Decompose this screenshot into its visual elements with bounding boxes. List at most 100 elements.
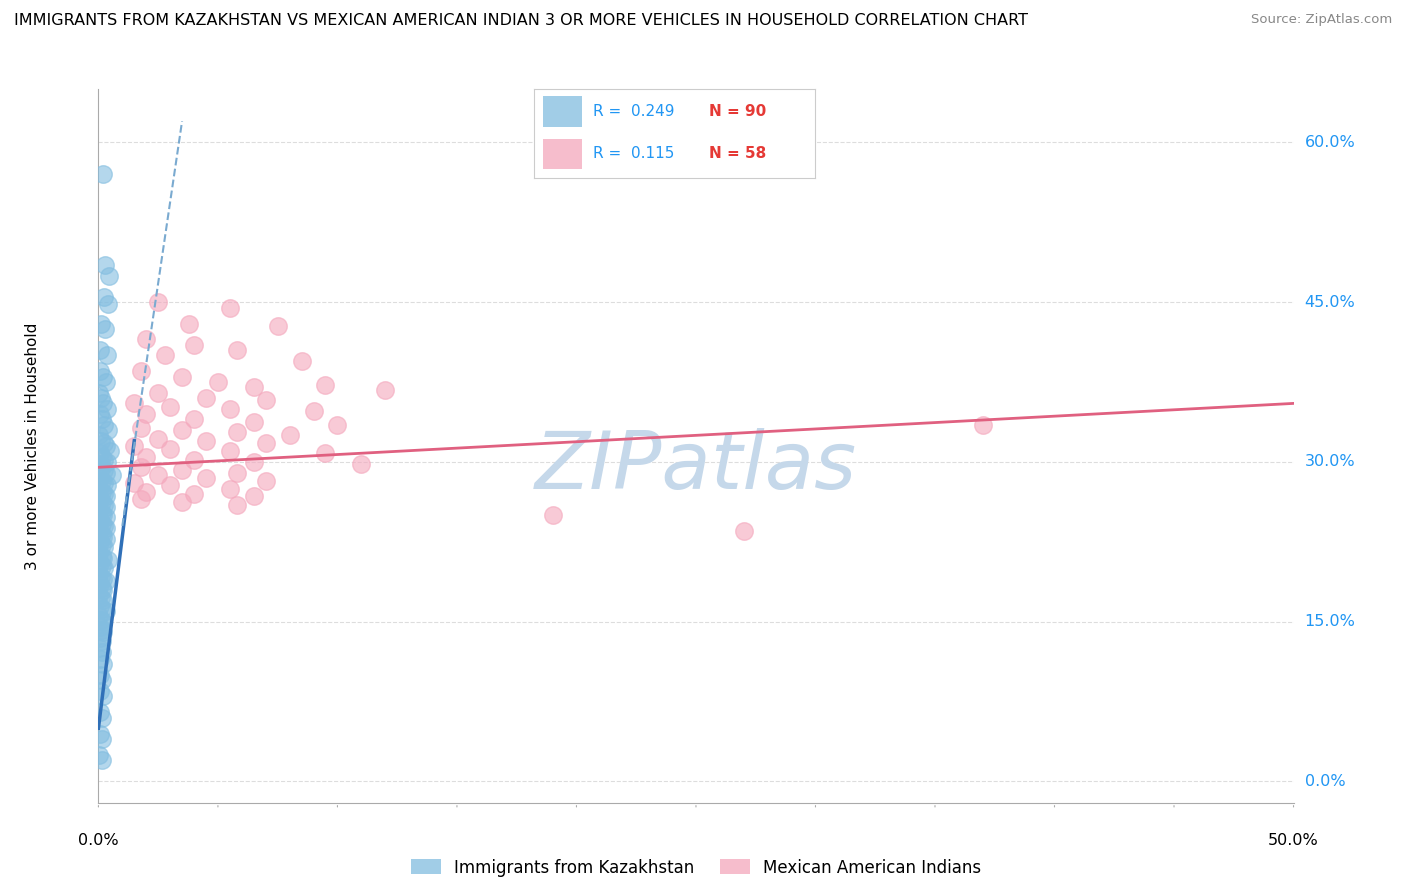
Point	[89, 588, 111, 602]
Point	[90, 602, 112, 616]
Point	[94, 375, 117, 389]
Point	[93, 561, 115, 575]
Point	[91, 450, 114, 464]
Point	[94, 604, 117, 618]
Point	[93, 540, 115, 554]
Point	[94, 521, 117, 535]
Point	[733, 524, 755, 539]
Point	[148, 432, 170, 446]
Point	[100, 467, 122, 482]
Point	[90, 538, 112, 552]
Point	[91, 369, 114, 384]
Point	[90, 506, 112, 520]
Point	[124, 439, 146, 453]
Point	[89, 668, 111, 682]
Point	[90, 644, 112, 658]
Point	[131, 460, 153, 475]
Point	[89, 482, 111, 496]
Point	[131, 364, 153, 378]
Point	[90, 527, 112, 541]
Point	[278, 428, 301, 442]
Text: 0.0%: 0.0%	[1305, 774, 1346, 789]
Point	[90, 710, 112, 724]
Point	[172, 369, 194, 384]
Point	[93, 519, 115, 533]
Point	[226, 425, 249, 439]
Point	[226, 466, 249, 480]
Point	[96, 401, 118, 416]
Point	[155, 349, 177, 363]
Text: IMMIGRANTS FROM KAZAKHSTAN VS MEXICAN AMERICAN INDIAN 3 OR MORE VEHICLES IN HOUS: IMMIGRANTS FROM KAZAKHSTAN VS MEXICAN AM…	[14, 13, 1028, 29]
Point	[89, 446, 111, 460]
Point	[94, 532, 117, 546]
Point	[89, 641, 111, 656]
Point	[94, 574, 117, 589]
Point	[96, 478, 118, 492]
Point	[89, 631, 111, 645]
Point	[226, 498, 249, 512]
Point	[183, 487, 205, 501]
Point	[183, 338, 205, 352]
Bar	[543, 139, 582, 169]
Point	[90, 460, 112, 475]
Point	[302, 404, 325, 418]
Point	[194, 391, 217, 405]
Point	[93, 550, 115, 565]
Point	[94, 322, 117, 336]
Text: 60.0%: 60.0%	[1305, 135, 1355, 150]
Point	[90, 559, 112, 574]
Point	[91, 731, 114, 746]
Text: 3 or more Vehicles in Household: 3 or more Vehicles in Household	[25, 322, 41, 570]
Point	[374, 383, 396, 397]
Point	[219, 401, 242, 416]
Point	[89, 566, 111, 581]
Point	[90, 570, 112, 584]
Point	[94, 489, 117, 503]
Point	[89, 428, 111, 442]
Point	[89, 609, 111, 624]
Point	[242, 489, 264, 503]
Point	[315, 378, 337, 392]
Point	[89, 534, 111, 549]
Point	[219, 301, 242, 315]
Point	[148, 467, 170, 482]
Point	[93, 582, 115, 597]
Point	[89, 364, 111, 378]
Text: 50.0%: 50.0%	[1268, 833, 1319, 848]
Point	[89, 471, 111, 485]
Point	[148, 295, 170, 310]
Text: 45.0%: 45.0%	[1305, 294, 1355, 310]
Point	[135, 333, 157, 347]
Point	[89, 652, 111, 666]
Point	[90, 495, 112, 509]
Point	[90, 474, 112, 488]
Point	[89, 514, 111, 528]
Point	[94, 439, 117, 453]
Point	[226, 343, 249, 358]
Legend: Immigrants from Kazakhstan, Mexican American Indians: Immigrants from Kazakhstan, Mexican Amer…	[411, 858, 981, 877]
Point	[172, 423, 194, 437]
Point	[98, 268, 121, 283]
Point	[96, 297, 118, 311]
Point	[89, 407, 111, 421]
Point	[91, 657, 114, 672]
Point	[124, 476, 146, 491]
Point	[541, 508, 564, 523]
Text: 0.0%: 0.0%	[79, 833, 118, 848]
Point	[89, 577, 111, 591]
Point	[91, 593, 114, 607]
Point	[94, 510, 117, 524]
Point	[159, 400, 181, 414]
Point	[131, 421, 153, 435]
Point	[219, 482, 242, 496]
Point	[89, 492, 111, 507]
Text: 15.0%: 15.0%	[1305, 615, 1355, 629]
Point	[135, 450, 157, 464]
Point	[972, 417, 994, 432]
Point	[93, 435, 115, 450]
Point	[96, 500, 118, 514]
Point	[93, 498, 115, 512]
Point	[91, 673, 114, 688]
Point	[90, 591, 112, 606]
Point	[89, 457, 111, 471]
